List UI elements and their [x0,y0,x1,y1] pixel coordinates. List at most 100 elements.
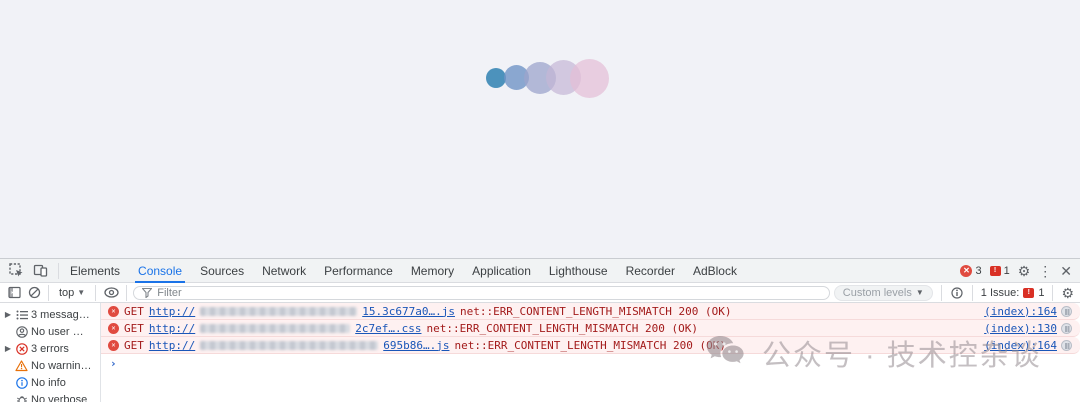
error-message: net::ERR_CONTENT_LENGTH_MISMATCH 200 (OK… [426,321,698,335]
issue-text: 1 Issue: [980,286,1020,299]
error-badge-icon: ✕ [108,305,119,317]
console-prompt[interactable]: › [101,354,1080,372]
divider [1052,284,1054,301]
sidebar-item-errors[interactable]: ▶ 3 errors [0,340,100,357]
url-link[interactable]: http:// [148,338,196,352]
prompt-chevron-icon: › [110,356,117,370]
redacted-url-segment [200,323,351,333]
console-sidebar: ▶ 3 messag… No user … ▶ [0,303,101,402]
tab-recorder[interactable]: Recorder [625,263,675,278]
user-icon [15,325,28,338]
live-expression-eye-icon[interactable] [102,285,120,301]
http-method: GET [124,338,144,352]
message-list-icon [15,308,28,321]
error-badge-icon: ✕ [108,339,119,351]
issues-count-label: 1 [1003,264,1010,277]
console-settings-gear-icon[interactable]: ⚙ [1061,284,1074,301]
devtools-panel: Elements Console Sources Network Perform… [0,258,1080,402]
issues-badge-icon: ! [989,265,1001,276]
adblock-extension-icon[interactable] [1061,322,1072,334]
adblock-extension-icon[interactable] [1061,305,1072,317]
tab-network[interactable]: Network [262,263,307,278]
error-count-label: 3 [975,264,982,277]
devtools-tabbar: Elements Console Sources Network Perform… [0,259,1080,283]
url-link-suffix[interactable]: 695b86….js [383,338,450,352]
error-circle-icon [15,342,28,355]
source-location: (index):164 [984,339,1072,352]
error-message: net::ERR_CONTENT_LENGTH_MISMATCH 200 (OK… [454,338,726,352]
verbose-bug-icon [15,393,28,402]
clear-console-icon[interactable] [26,285,42,301]
sidebar-item-messages[interactable]: ▶ 3 messag… [0,306,100,323]
sidebar-item-info[interactable]: No info [0,374,100,391]
expand-arrow-icon[interactable]: ▶ [4,310,12,319]
sidebar-item-user-messages[interactable]: No user … [0,323,100,340]
console-error-row[interactable]: ✕ GET http:// 15.3c677a0….js net::ERR_CON… [101,303,1080,320]
loader-dot-5 [570,59,609,98]
source-link[interactable]: (index):164 [984,304,1057,318]
url-link-suffix[interactable]: 15.3c677a0….js [362,304,455,318]
inspect-element-icon[interactable] [6,261,26,281]
sidebar-item-label: 3 messag… [31,308,90,321]
log-levels-label: Custom levels [842,286,912,299]
source-link[interactable]: (index):164 [984,338,1057,352]
url-link[interactable]: http:// [148,304,196,318]
info-icon[interactable] [950,286,964,300]
source-location: (index):164 [984,305,1072,318]
log-levels-select[interactable]: Custom levels ▼ [833,284,933,301]
tab-sources[interactable]: Sources [200,263,245,278]
divider [940,284,942,301]
context-label: top [59,286,75,299]
sidebar-item-label: No warnin… [31,359,92,372]
console-error-row[interactable]: ✕ GET http:// 695b86….js net::ERR_CONTENT… [101,337,1080,354]
tab-console[interactable]: Console [129,259,191,283]
page-viewport [0,0,1080,258]
devtools-main-icons [0,261,56,281]
tab-adblock[interactable]: AdBlock [692,263,737,278]
redacted-url-segment [200,306,358,316]
kebab-menu-icon[interactable]: ⋮ [1038,262,1053,279]
source-link[interactable]: (index):130 [984,321,1057,335]
settings-gear-icon[interactable]: ⚙ [1017,262,1031,279]
sidebar-item-label: No verbose [31,393,88,402]
divider [126,284,128,301]
device-toolbar-icon[interactable] [30,261,50,281]
tab-application[interactable]: Application [472,263,531,278]
console-filter-input[interactable]: Filter [133,285,830,300]
tab-memory[interactable]: Memory [410,263,455,278]
url-link-suffix[interactable]: 2c7ef….css [355,321,422,335]
error-badge-icon: ✕ [108,322,119,334]
devtools-tabs: Elements Console Sources Network Perform… [61,259,960,283]
sidebar-item-warnings[interactable]: No warnin… [0,357,100,374]
url-link[interactable]: http:// [148,321,196,335]
issues-link[interactable]: 1 Issue: ! 1 [981,287,1045,299]
issues-count[interactable]: ! 1 [989,264,1010,277]
devtools-status-icons: ✕ 3 ! 1 ⚙ ⋮ ✕ [960,264,1080,278]
adblock-extension-icon[interactable] [1061,339,1072,351]
issue-badge-count: 1 [1038,286,1045,299]
http-method: GET [124,321,144,335]
sidebar-item-verbose[interactable]: No verbose [0,391,100,402]
info-circle-icon [15,376,28,389]
close-devtools-icon[interactable]: ✕ [1060,262,1072,279]
execution-context-select[interactable]: top ▼ [55,287,89,299]
divider [971,284,973,301]
filter-placeholder: Filter [157,286,182,299]
tab-lighthouse[interactable]: Lighthouse [548,263,608,278]
sidebar-item-label: 3 errors [31,342,69,355]
error-message: net::ERR_CONTENT_LENGTH_MISMATCH 200 (OK… [459,304,732,318]
error-badge-icon: ✕ [960,264,973,277]
dock-sidebar-icon[interactable] [6,285,22,301]
console-toolbar: top ▼ Filter Custom levels ▼ [0,283,1080,303]
expand-arrow-icon[interactable]: ▶ [4,344,12,353]
console-error-count[interactable]: ✕ 3 [960,264,982,277]
issues-badge-icon: ! [1023,287,1035,298]
warning-triangle-icon [15,359,28,372]
sidebar-item-label: No user … [31,325,84,338]
console-toolbar-right: Custom levels ▼ 1 Issue: ! 1 ⚙ [833,284,1074,301]
tab-elements[interactable]: Elements [70,263,121,278]
chevron-down-icon: ▼ [915,288,924,297]
console-error-row[interactable]: ✕ GET http:// 2c7ef….css net::ERR_CONTENT… [101,320,1080,337]
tab-performance[interactable]: Performance [324,263,393,278]
